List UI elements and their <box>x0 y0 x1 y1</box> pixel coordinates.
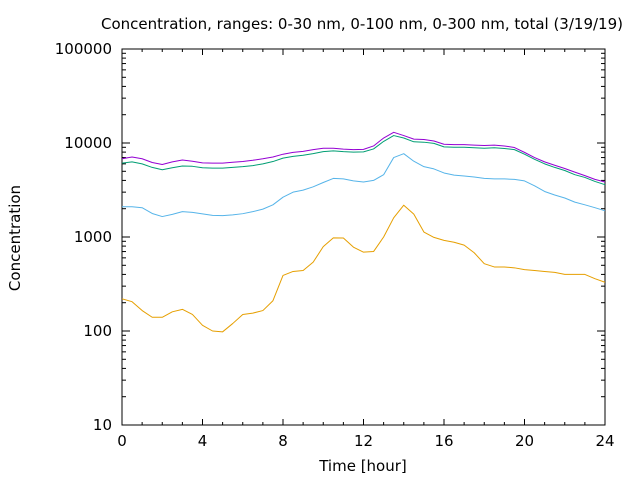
series-line-1 <box>122 153 606 218</box>
x-tick-label: 16 <box>434 432 453 450</box>
chart-title: Concentration, ranges: 0-30 nm, 0-100 nm… <box>101 15 623 33</box>
x-tick-label: 20 <box>515 432 534 450</box>
x-axis-label: Time [hour] <box>318 457 407 475</box>
x-tick-label: 12 <box>354 432 373 450</box>
plot-frame <box>121 48 606 426</box>
x-tick-label: 24 <box>595 432 614 450</box>
series-layer <box>121 131 606 333</box>
y-tick-label: 100000 <box>55 40 112 58</box>
x-tick-label: 4 <box>198 432 208 450</box>
x-tick-label: 0 <box>117 432 127 450</box>
series-line-2 <box>121 135 606 186</box>
y-tick-label: 100 <box>83 322 112 340</box>
tick-layer: 0 4 8 12 16 20 24 10 100 1000 10000 100000 <box>55 40 615 450</box>
series-line-0 <box>121 204 606 333</box>
y-tick-label: 1000 <box>74 228 112 246</box>
x-tick-label: 8 <box>278 432 288 450</box>
y-axis-label: Concentration <box>6 185 24 291</box>
y-tick-label: 10 <box>93 416 112 434</box>
y-tick-label: 10000 <box>64 134 112 152</box>
series-line-3 <box>121 131 606 183</box>
